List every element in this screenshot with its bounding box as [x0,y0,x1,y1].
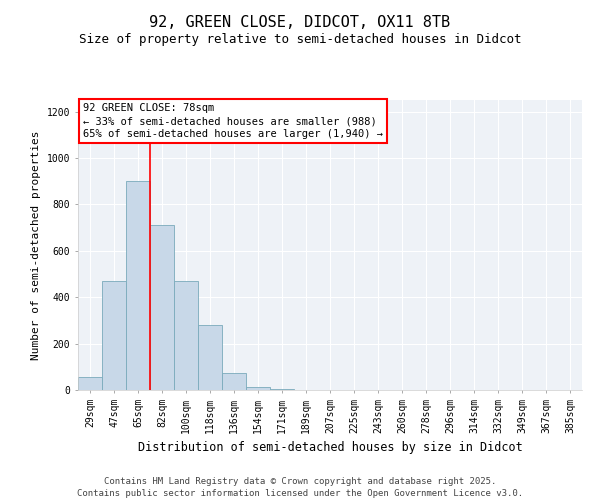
Bar [174,281,198,390]
Text: 92 GREEN CLOSE: 78sqm
← 33% of semi-detached houses are smaller (988)
65% of sem: 92 GREEN CLOSE: 78sqm ← 33% of semi-deta… [83,103,383,140]
Y-axis label: Number of semi-detached properties: Number of semi-detached properties [31,130,41,360]
Text: Contains HM Land Registry data © Crown copyright and database right 2025.
Contai: Contains HM Land Registry data © Crown c… [77,476,523,498]
Bar [222,372,246,390]
Bar [78,377,102,390]
Bar [150,226,174,390]
Bar [102,281,126,390]
Bar [126,181,150,390]
X-axis label: Distribution of semi-detached houses by size in Didcot: Distribution of semi-detached houses by … [137,441,523,454]
Bar [270,389,294,390]
Text: 92, GREEN CLOSE, DIDCOT, OX11 8TB: 92, GREEN CLOSE, DIDCOT, OX11 8TB [149,15,451,30]
Text: Size of property relative to semi-detached houses in Didcot: Size of property relative to semi-detach… [79,32,521,46]
Bar [198,325,222,390]
Bar [246,386,270,390]
